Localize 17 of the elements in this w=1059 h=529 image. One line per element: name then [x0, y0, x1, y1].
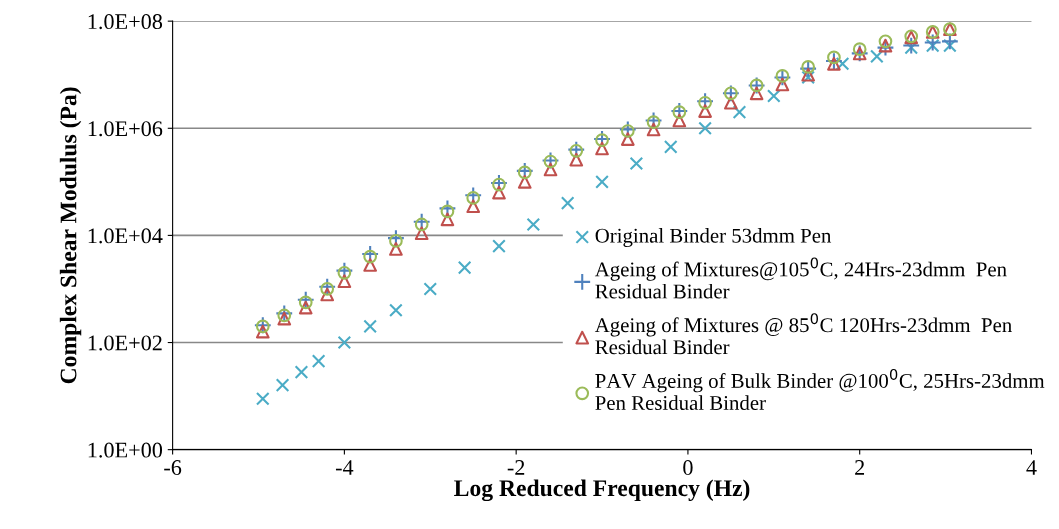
x-tick-label: 0 — [683, 460, 693, 476]
x-tick-label: -6 — [164, 460, 182, 476]
y-tick-label: 1.0E+08 — [88, 14, 163, 30]
y-tick-label: 1.0E+00 — [88, 442, 163, 458]
x-tick-label: -2 — [507, 460, 525, 475]
y-tick-label: 1.0E+06 — [88, 121, 163, 137]
x-tick-label: 4 — [1026, 460, 1037, 475]
legend-label: Original Binder 53dmm Pen — [595, 228, 832, 248]
text: Ageing of Mixtures @ 85$^{0}$C 120Hrs-23dmm Pen Residual Binder — [594, 313, 1012, 355]
x-tick-label: 2 — [855, 460, 865, 475]
text: Ageing of Mixtures@105$^{0}$C, 24Hrs-23dmm Pen Residual Binder — [594, 257, 1007, 299]
x-axis-title: Log Reduced Frequency (Hz) — [454, 479, 750, 502]
x-tick-label: -4 — [335, 460, 354, 475]
y-tick-label: 1.0E+04 — [88, 228, 163, 244]
y-axis-title: Complex Shear Modulus (Pa) — [59, 87, 82, 384]
text: PAV Ageing of Bulk Binder @100$^{0}$C, 25Hrs-23dmm Pen Residual Binder — [595, 368, 1045, 411]
y-tick-label: 1.0E+02 — [88, 335, 162, 351]
